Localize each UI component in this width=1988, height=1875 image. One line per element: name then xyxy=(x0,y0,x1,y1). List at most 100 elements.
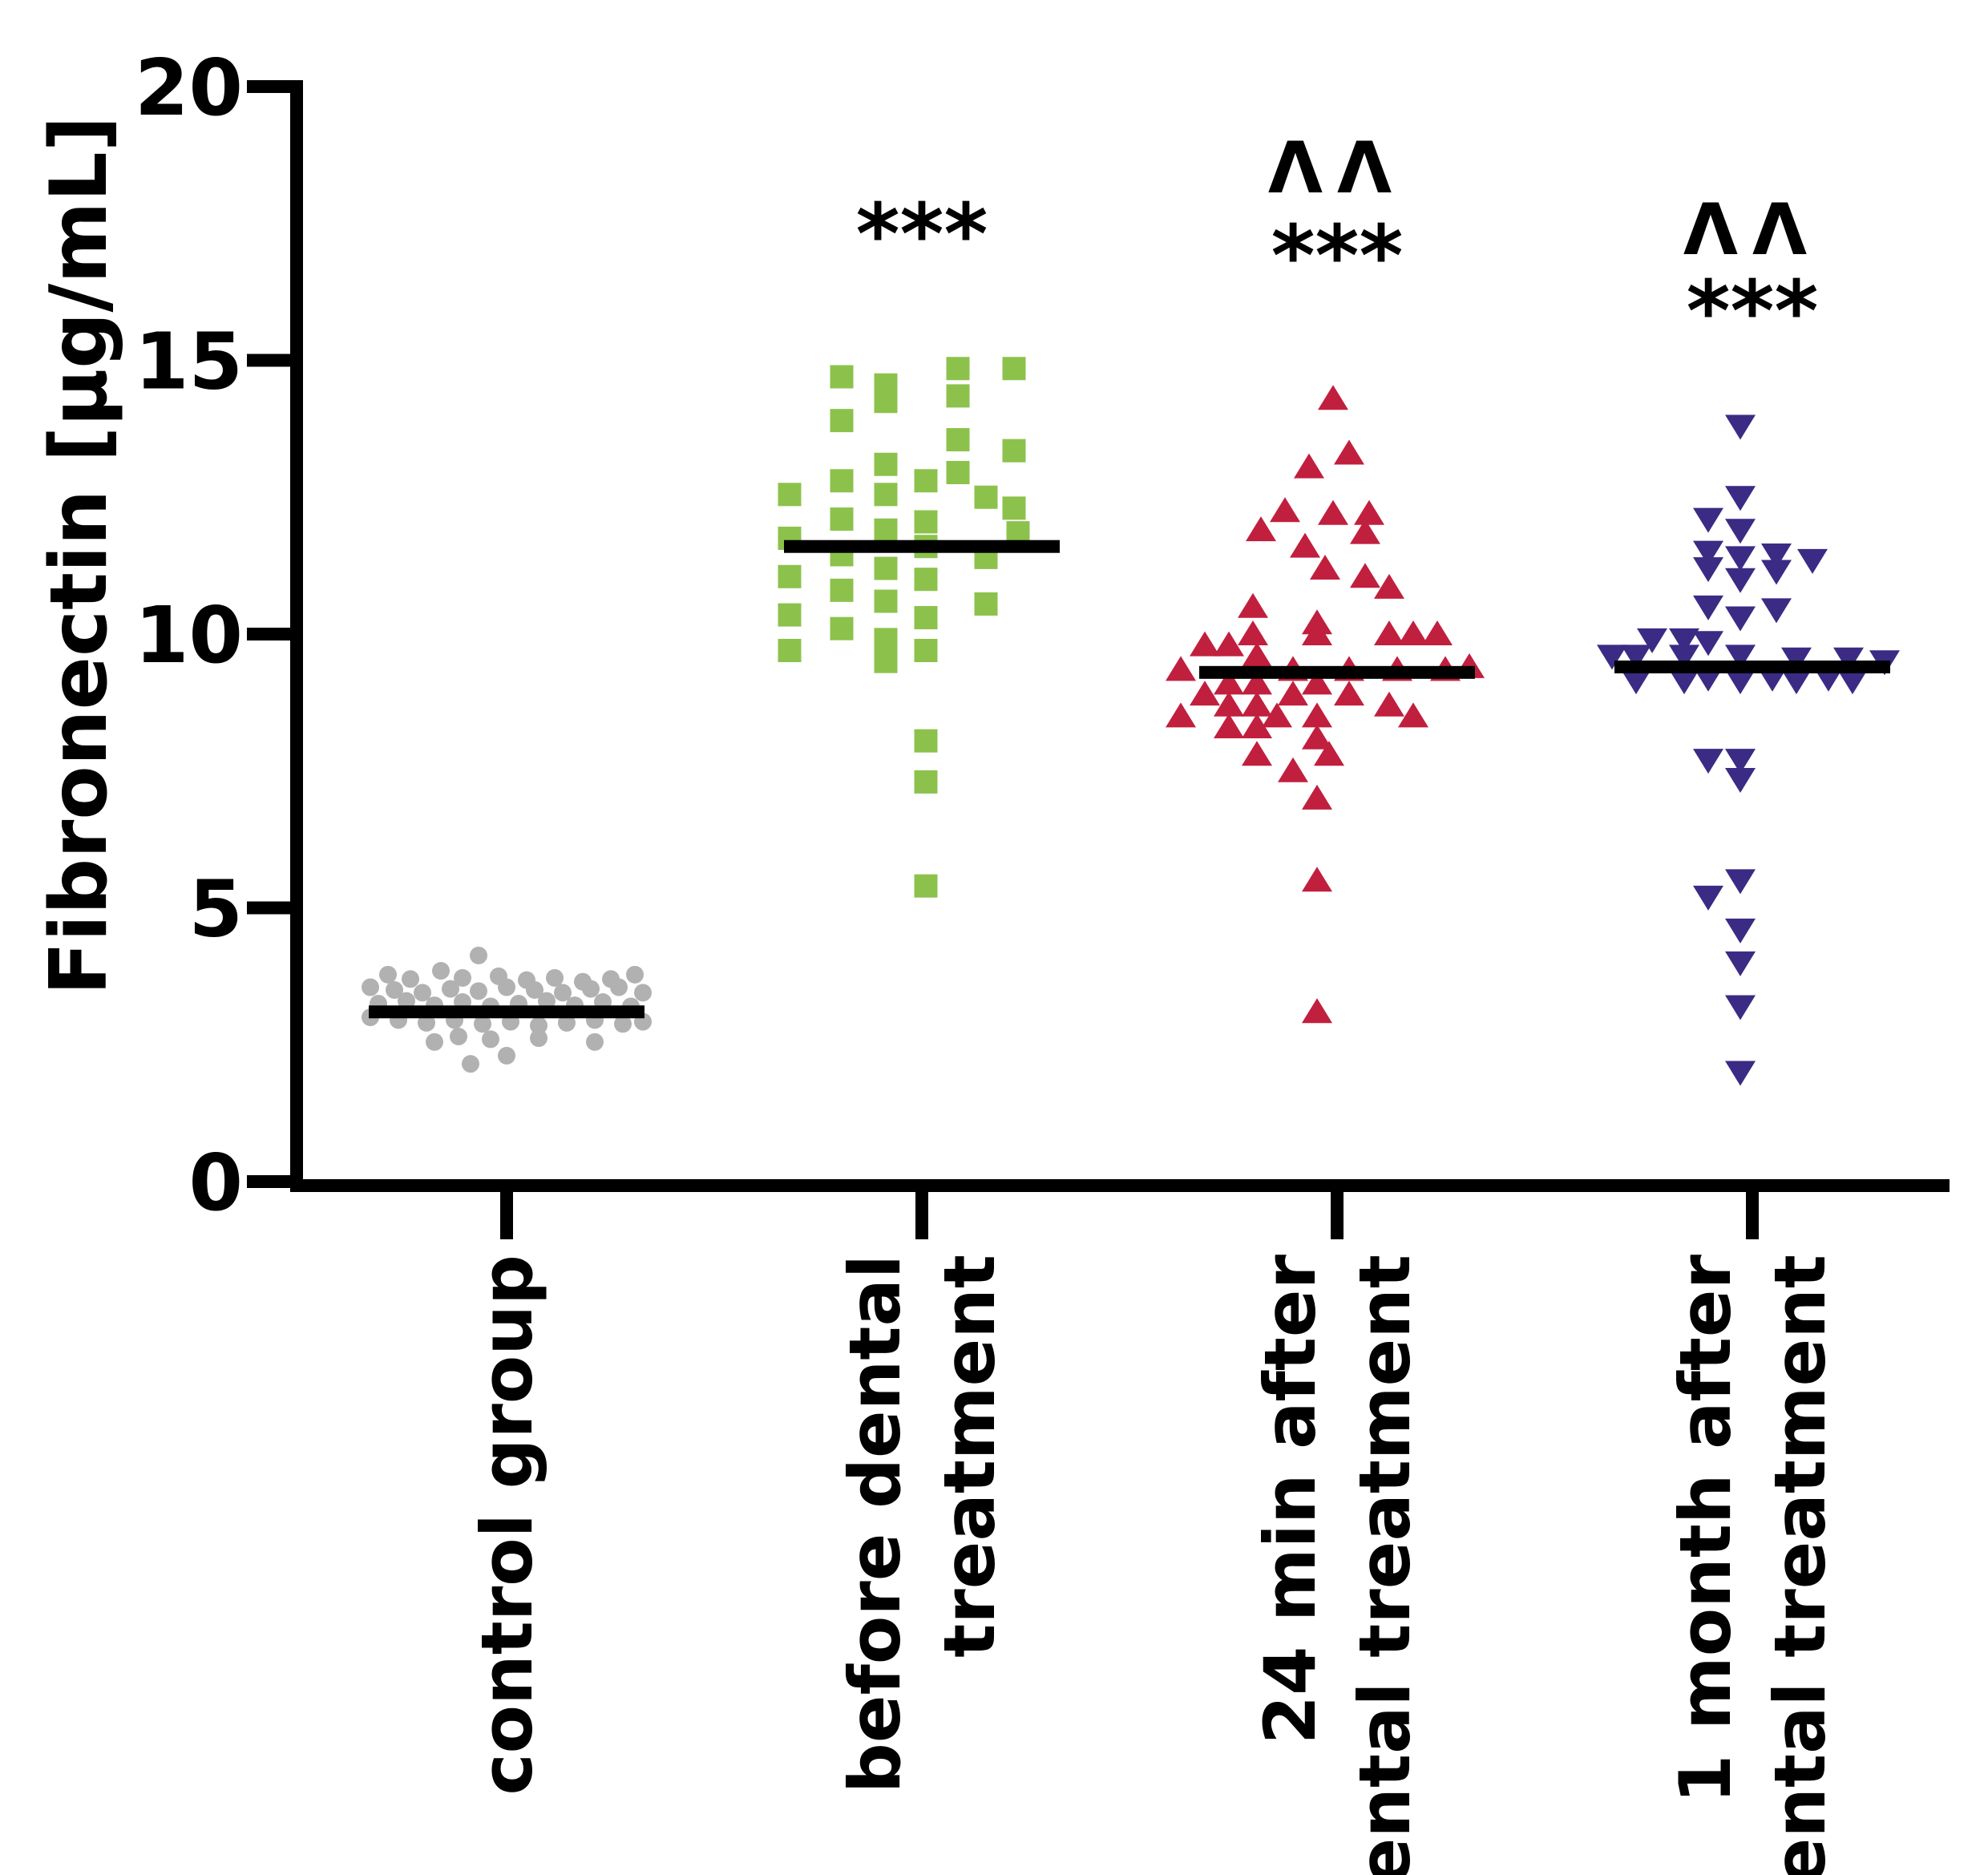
data-point xyxy=(498,1046,515,1065)
median-line xyxy=(369,1005,644,1019)
data-point xyxy=(498,978,515,996)
data-point xyxy=(1669,669,1699,695)
data-point xyxy=(1242,669,1272,695)
data-point xyxy=(1693,557,1723,583)
significance-annotation: *** xyxy=(1271,208,1404,305)
data-point xyxy=(454,968,471,987)
y-tick-label: 5 xyxy=(189,864,244,955)
y-tick xyxy=(247,628,290,640)
data-point xyxy=(1002,438,1026,463)
data-point xyxy=(1314,741,1344,766)
data-point xyxy=(874,452,898,476)
data-point xyxy=(1246,516,1276,542)
data-point xyxy=(1761,544,1792,569)
data-point xyxy=(1302,724,1332,750)
data-point xyxy=(1166,702,1196,728)
data-point xyxy=(538,992,556,1010)
y-tick-label: 15 xyxy=(135,317,243,407)
data-point xyxy=(1669,628,1699,653)
data-point xyxy=(1294,453,1324,479)
data-point xyxy=(1725,1061,1756,1086)
data-point xyxy=(1669,645,1699,670)
data-point xyxy=(1334,681,1364,706)
data-point xyxy=(1278,681,1308,706)
data-point xyxy=(946,357,970,381)
data-point xyxy=(1621,645,1651,670)
x-axis-group-label: control group xyxy=(466,1255,548,1795)
data-point xyxy=(1166,656,1196,681)
data-point xyxy=(874,483,898,507)
data-point xyxy=(442,980,459,998)
data-point xyxy=(874,556,898,580)
data-point xyxy=(1725,951,1756,976)
data-point xyxy=(482,1030,499,1049)
data-point xyxy=(1242,713,1272,739)
y-tick xyxy=(247,1175,290,1188)
data-point xyxy=(946,384,970,408)
data-point xyxy=(1350,563,1380,588)
data-point xyxy=(1761,598,1792,624)
data-point xyxy=(1262,702,1292,728)
significance-annotation: *** xyxy=(856,186,988,284)
data-point xyxy=(614,1015,632,1033)
data-point xyxy=(1693,631,1723,657)
median-line xyxy=(1614,660,1890,673)
data-point xyxy=(1002,496,1026,520)
x-axis-group-label: before dental treatment xyxy=(834,1255,1011,1793)
data-point xyxy=(874,390,898,414)
data-point xyxy=(1318,385,1348,410)
data-point xyxy=(1725,995,1756,1020)
data-point xyxy=(1214,669,1244,695)
data-point xyxy=(558,1013,576,1032)
data-point xyxy=(398,992,415,1010)
data-point xyxy=(1761,560,1792,585)
data-point xyxy=(1374,620,1404,645)
significance-annotation: ΛΛ xyxy=(1683,188,1821,271)
data-point xyxy=(946,428,970,452)
median-line xyxy=(784,539,1060,553)
data-point xyxy=(554,984,572,1002)
data-point xyxy=(386,980,403,999)
data-point xyxy=(1270,497,1300,523)
y-tick-label: 0 xyxy=(189,1138,244,1228)
data-point xyxy=(914,638,938,662)
data-point xyxy=(474,1015,491,1033)
data-point xyxy=(1214,713,1244,739)
data-point xyxy=(1242,642,1272,668)
data-point xyxy=(1302,669,1332,695)
y-tick-label: 10 xyxy=(135,590,243,681)
data-point xyxy=(830,409,854,433)
data-point xyxy=(1693,507,1723,533)
data-point xyxy=(778,483,802,507)
data-point xyxy=(914,729,938,753)
data-point xyxy=(1302,702,1332,728)
data-point xyxy=(1693,885,1723,911)
y-axis-line xyxy=(290,80,303,1192)
data-point xyxy=(462,1055,479,1073)
data-point xyxy=(1781,647,1812,673)
data-point xyxy=(1725,645,1756,670)
data-point xyxy=(634,984,652,1002)
data-point xyxy=(1374,573,1404,599)
data-point xyxy=(1797,548,1828,574)
data-point xyxy=(526,980,543,999)
data-point xyxy=(914,568,938,592)
data-point xyxy=(830,507,854,531)
data-point xyxy=(1190,681,1220,706)
data-point xyxy=(1242,741,1272,766)
x-axis-line xyxy=(290,1179,1950,1192)
y-tick-label: 20 xyxy=(135,42,243,133)
data-point xyxy=(874,628,898,652)
data-point xyxy=(778,638,802,662)
significance-annotation: *** xyxy=(1687,263,1819,361)
data-point xyxy=(914,770,938,794)
data-point xyxy=(414,984,431,1002)
significance-annotation: ΛΛ xyxy=(1268,127,1406,209)
data-point xyxy=(1725,669,1756,695)
data-point xyxy=(974,592,998,616)
data-point xyxy=(1837,669,1868,695)
data-point xyxy=(1398,620,1428,645)
data-point xyxy=(974,485,998,509)
data-point xyxy=(379,965,397,984)
